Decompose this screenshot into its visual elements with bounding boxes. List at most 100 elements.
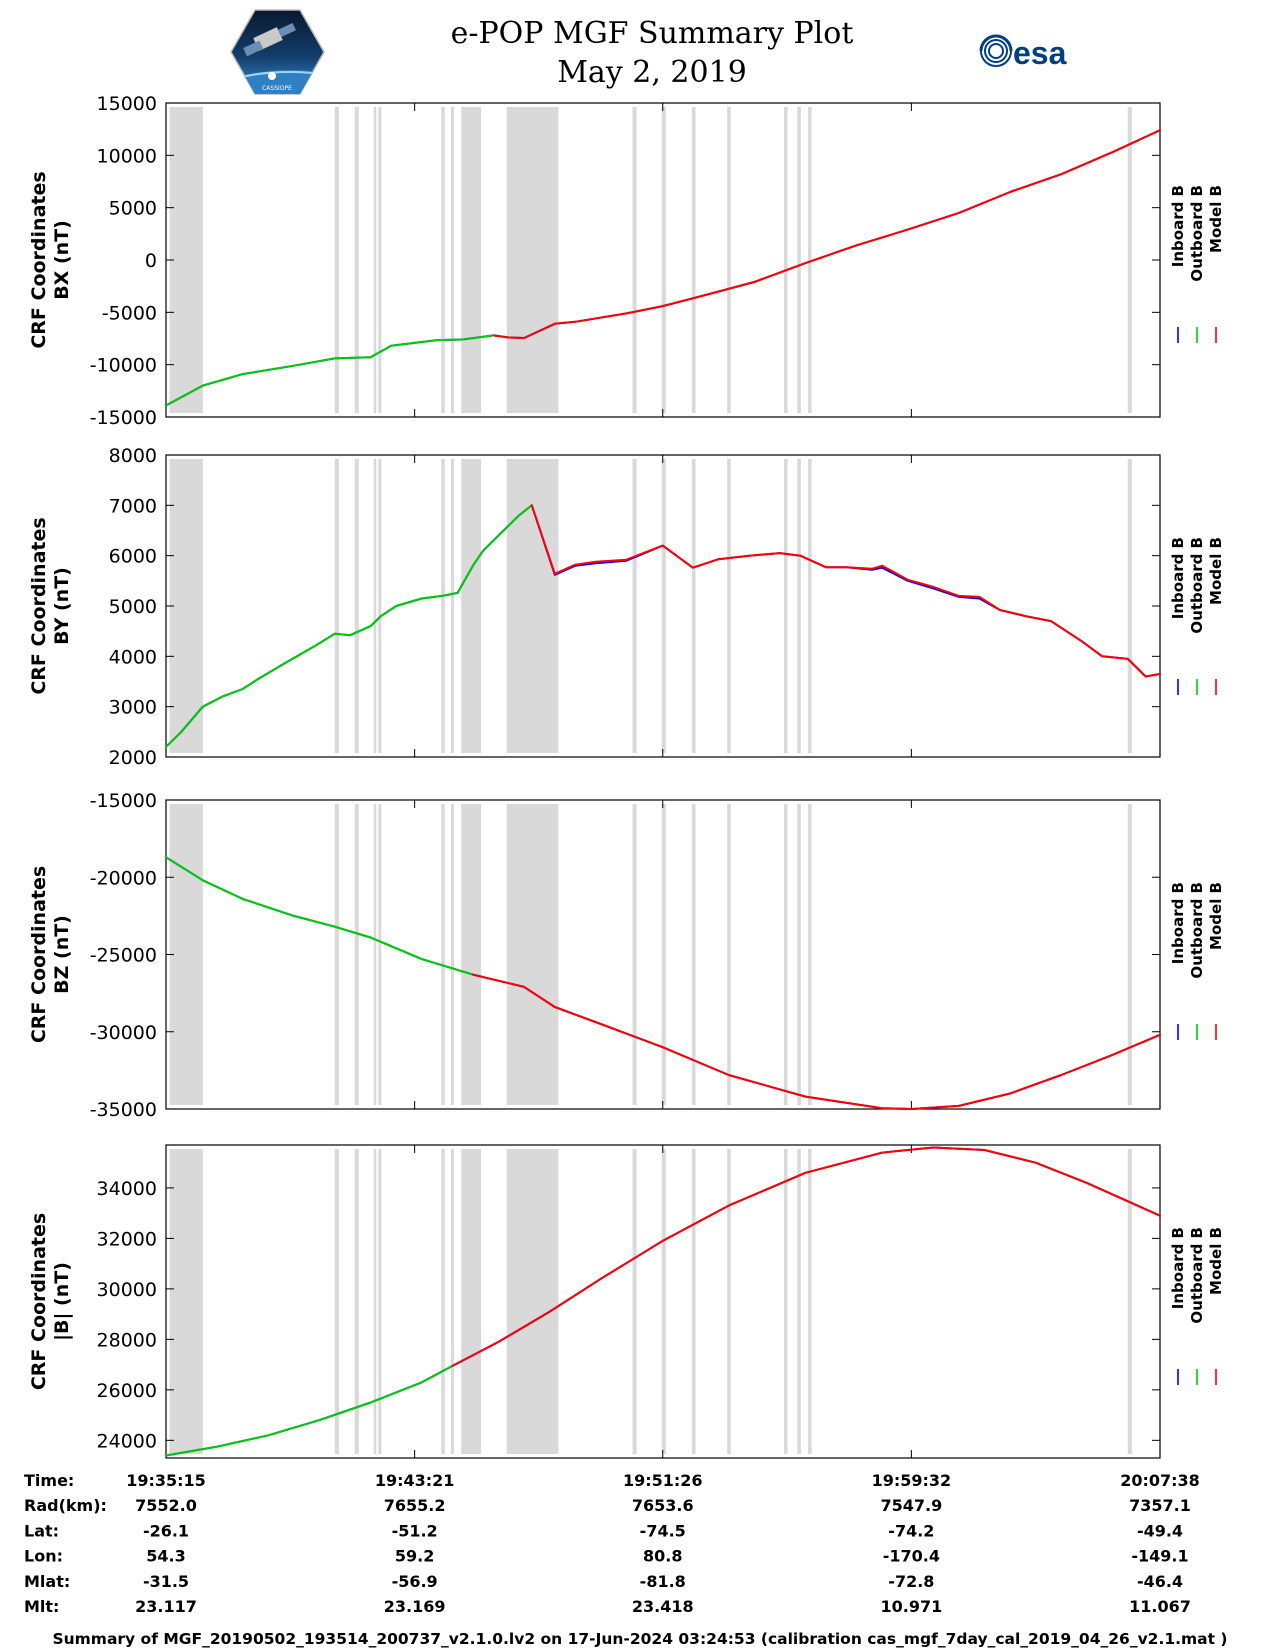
y-tick-label: 34000 xyxy=(97,1178,157,1200)
gap-band xyxy=(450,459,455,753)
gap-band xyxy=(506,804,559,1105)
series-line-model-b xyxy=(492,129,1161,339)
series-line-model-b xyxy=(471,973,1161,1110)
gap-band xyxy=(1127,1149,1132,1454)
panel-bx: 15000 10000 5000 0 -5000 -10000 -15000 CRF Coor… xyxy=(28,93,1225,429)
legend-label: Model B xyxy=(1207,185,1225,253)
gap-band xyxy=(169,804,203,1105)
series-line-outboard-b xyxy=(165,856,474,976)
y-tick-label: 28000 xyxy=(97,1329,157,1351)
gap-band xyxy=(354,1149,359,1454)
y-tick-label: 32000 xyxy=(97,1228,157,1250)
ephemeris-value: -49.4 xyxy=(1137,1521,1183,1540)
gap-band xyxy=(661,107,666,413)
series-line-outboard-b xyxy=(165,334,510,407)
ephemeris-value: 54.3 xyxy=(146,1547,185,1566)
y-tick-label: -5000 xyxy=(102,302,157,324)
gap-band xyxy=(797,1149,801,1454)
y-tick-label: 8000 xyxy=(109,445,157,467)
legend: Inboard B Outboard B Model B xyxy=(1169,1227,1225,1385)
ephemeris-value: 59.2 xyxy=(395,1547,434,1566)
ephemeris-value: -51.2 xyxy=(392,1521,438,1540)
legend-label: Inboard B xyxy=(1169,882,1187,964)
ephemeris-value: 19:59:32 xyxy=(872,1471,952,1490)
gap-band xyxy=(783,107,788,413)
ephemeris-value: 20:07:38 xyxy=(1120,1471,1200,1490)
gap-band xyxy=(783,804,788,1105)
legend-label: Inboard B xyxy=(1169,537,1187,619)
gap-band xyxy=(169,107,203,413)
legend-label: Model B xyxy=(1207,882,1225,950)
y-tick-label: -20000 xyxy=(90,867,157,889)
ephemeris-value: 19:51:26 xyxy=(623,1471,703,1490)
y-tick-label: 0 xyxy=(145,250,157,272)
gap-band xyxy=(441,804,445,1105)
ephemeris-value: -74.2 xyxy=(888,1521,934,1540)
ephemeris-value: -74.5 xyxy=(640,1521,686,1540)
gap-band xyxy=(661,459,666,753)
figure-title: e-POP MGF Summary Plot xyxy=(451,16,854,51)
gap-band xyxy=(1127,804,1132,1105)
y-axis-label-line2: BX (nT) xyxy=(51,220,73,300)
gap-band xyxy=(691,804,696,1105)
ephemeris-value: 23.418 xyxy=(632,1597,694,1616)
y-axis-label-line1: CRF Coordinates xyxy=(28,171,50,348)
y-tick-label: 4000 xyxy=(109,646,157,668)
ephemeris-value: -149.1 xyxy=(1131,1547,1188,1566)
ephemeris-row-label: Mlt: xyxy=(24,1597,59,1616)
gap-band xyxy=(450,107,455,413)
gap-band xyxy=(334,1149,339,1454)
gap-band xyxy=(169,1149,203,1454)
gap-band xyxy=(1127,459,1132,753)
gap-band xyxy=(691,1149,696,1454)
gap-band xyxy=(632,1149,637,1454)
figure-date: May 2, 2019 xyxy=(557,55,747,90)
legend-label: Model B xyxy=(1207,537,1225,605)
gap-band xyxy=(632,107,637,413)
ephemeris-row-label: Mlat: xyxy=(24,1572,70,1591)
ephemeris-value: 19:43:21 xyxy=(375,1471,455,1490)
gap-band xyxy=(797,107,801,413)
gap-band xyxy=(797,804,801,1105)
ephemeris-value: 7653.6 xyxy=(632,1496,694,1515)
ephemeris-value: 7357.1 xyxy=(1129,1496,1191,1515)
y-tick-label: 24000 xyxy=(97,1430,157,1452)
legend-label: Inboard B xyxy=(1169,1227,1187,1309)
y-tick-label: 26000 xyxy=(97,1380,157,1402)
panel-btot: 34000 32000 30000 28000 26000 24000 CRF Coordi… xyxy=(28,1144,1225,1459)
gap-band xyxy=(334,107,339,413)
ephemeris-row-label: Lon: xyxy=(24,1547,63,1566)
y-axis-label-line1: CRF Coordinates xyxy=(28,1213,50,1390)
y-tick-label: 5000 xyxy=(109,596,157,618)
gap-band xyxy=(441,459,445,753)
ephemeris-value: -31.5 xyxy=(143,1572,189,1591)
y-tick-label: -15000 xyxy=(90,407,157,429)
gap-band xyxy=(441,107,445,413)
ephemeris-value: -46.4 xyxy=(1137,1572,1183,1591)
gap-band xyxy=(450,1149,455,1454)
legend-label: Outboard B xyxy=(1188,1227,1206,1324)
legend-label: Outboard B xyxy=(1188,185,1206,282)
gap-band xyxy=(727,804,731,1105)
legend-label: Inboard B xyxy=(1169,185,1187,267)
panel-by: 8000 7000 6000 5000 4000 3000 2000 CRF Coordina… xyxy=(28,445,1225,769)
ephemeris-value: 80.8 xyxy=(643,1547,682,1566)
gap-band xyxy=(378,804,382,1105)
gap-band xyxy=(1127,107,1132,413)
gap-band xyxy=(461,804,482,1105)
gap-band xyxy=(661,1149,666,1454)
legend: Inboard B Outboard B Model B xyxy=(1169,185,1225,343)
gap-band xyxy=(506,107,559,413)
legend: Inboard B Outboard B Model B xyxy=(1169,537,1225,695)
legend: Inboard B Outboard B Model B xyxy=(1169,882,1225,1040)
ephemeris-value: 23.117 xyxy=(135,1597,197,1616)
y-tick-label: 2000 xyxy=(109,747,157,769)
ephemeris-value: 23.169 xyxy=(384,1597,446,1616)
gap-band xyxy=(506,1149,559,1454)
gap-band xyxy=(808,804,812,1105)
ephemeris-value: 7655.2 xyxy=(384,1496,446,1515)
y-tick-label: 5000 xyxy=(109,198,157,220)
y-tick-label: 7000 xyxy=(109,495,157,517)
series-line-outboard-b xyxy=(165,1364,454,1457)
